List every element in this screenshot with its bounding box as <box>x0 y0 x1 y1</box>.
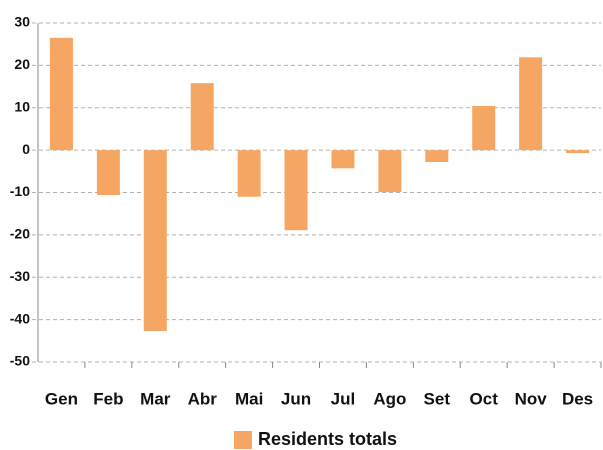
bar <box>425 150 449 162</box>
x-tick-label: Jun <box>281 389 311 408</box>
bar <box>96 150 120 196</box>
x-tick-label: Abr <box>188 389 218 408</box>
bar <box>566 150 590 154</box>
x-tick-label: Gen <box>45 389 78 408</box>
y-tick-label: -10 <box>10 183 30 199</box>
x-tick-label: Oct <box>470 389 499 408</box>
bar <box>237 150 261 197</box>
legend-label: Residents totals <box>258 429 397 449</box>
x-tick-label: Jul <box>331 389 356 408</box>
x-tick-label: Feb <box>93 389 123 408</box>
x-tick-label: Ago <box>373 389 406 408</box>
bar <box>143 150 167 332</box>
x-tick-label: Nov <box>515 389 548 408</box>
bar <box>190 83 214 151</box>
y-tick-label: 20 <box>14 56 30 72</box>
y-tick-label: -20 <box>10 226 30 242</box>
y-tick-label: 0 <box>22 141 30 157</box>
bar <box>378 150 402 193</box>
x-tick-label: Mai <box>235 389 263 408</box>
x-tick-label: Mar <box>140 389 171 408</box>
bar <box>472 106 496 151</box>
y-tick-label: -40 <box>10 310 30 326</box>
bar <box>331 150 355 169</box>
y-tick-label: -30 <box>10 268 30 284</box>
x-tick-label: Set <box>424 389 451 408</box>
y-tick-label: -50 <box>10 353 30 369</box>
y-tick-label: 10 <box>14 98 30 114</box>
bar <box>284 150 308 231</box>
x-tick-label: Des <box>562 389 593 408</box>
y-tick-label: 30 <box>14 14 30 30</box>
legend-swatch <box>234 431 252 449</box>
bar <box>49 37 73 151</box>
bar <box>519 57 543 151</box>
